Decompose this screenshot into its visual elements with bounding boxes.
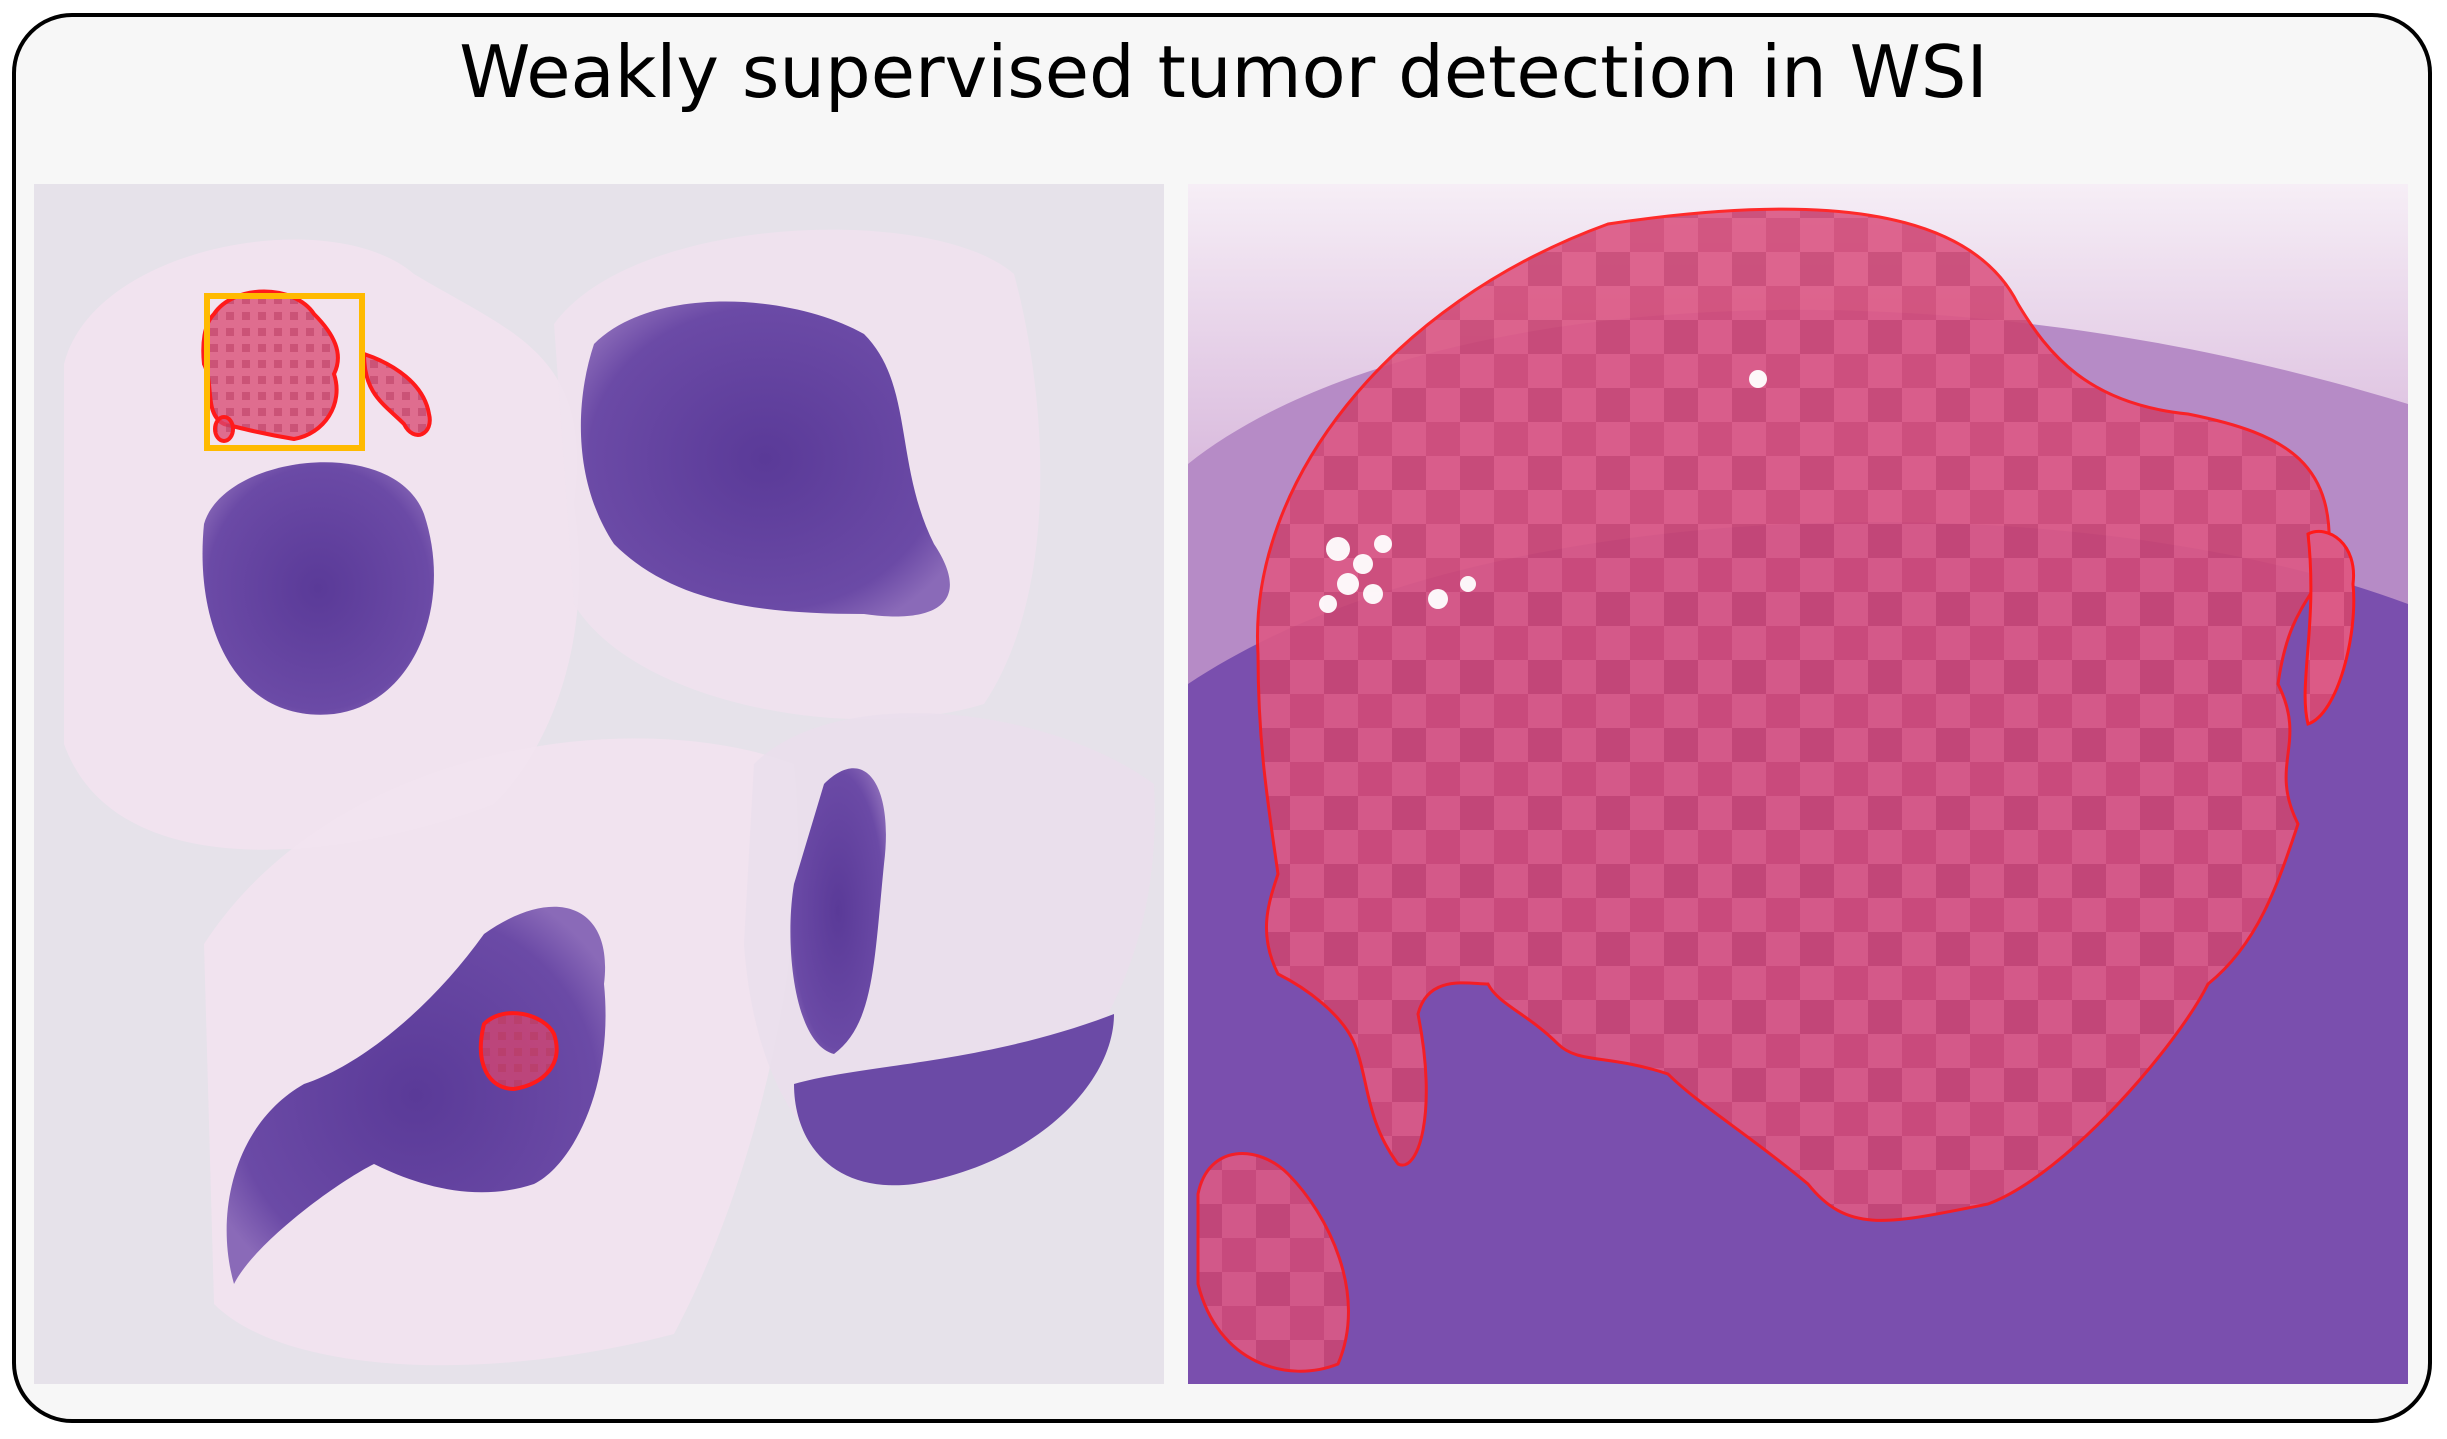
tumor-region [1196, 1152, 1350, 1373]
lymph-tissue [202, 462, 434, 715]
tumor-region [2303, 530, 2356, 726]
slide-title: Weakly supervised tumor detection in WSI [459, 30, 1988, 114]
zoom-region-box [204, 293, 365, 451]
zoomed-tumor-drawing [1188, 184, 2408, 1373]
tumor-region [213, 415, 235, 443]
fat-vacuoles [1319, 370, 1767, 613]
lymph-tissue [794, 1014, 1114, 1186]
whole-slide-overview-image [34, 184, 1164, 1384]
lymph-tissue [580, 301, 950, 617]
lymph-tissue [790, 768, 886, 1054]
zoomed-tumor-region-image [1188, 184, 2408, 1384]
lymph-tissue [226, 906, 606, 1284]
tumor-region [478, 1011, 559, 1092]
wsi-overview-drawing [64, 229, 1155, 1366]
tumor-region [1256, 207, 2331, 1222]
tumor-region [361, 351, 432, 437]
